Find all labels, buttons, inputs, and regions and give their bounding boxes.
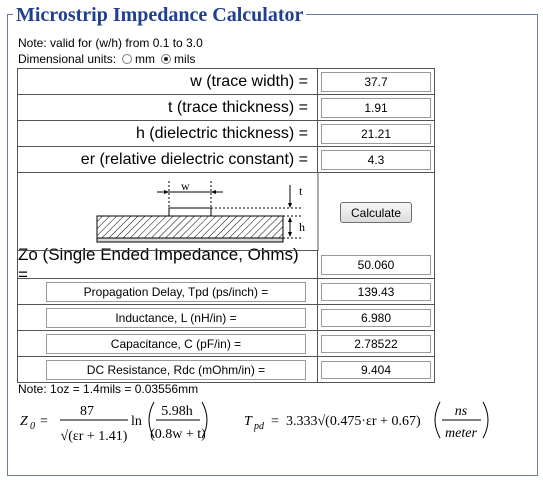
dielectric-height-input[interactable]: 21.21 xyxy=(321,123,431,144)
inductance-output: 6.980 xyxy=(321,308,431,327)
thickness-label: t (trace thickness) = xyxy=(18,95,318,120)
mils-radio[interactable] xyxy=(161,54,172,64)
thickness-input[interactable]: 1.91 xyxy=(321,97,431,118)
input-row-width: w (trace width) = 37.7 xyxy=(18,69,435,95)
ground-plane-shape xyxy=(96,237,284,243)
capacitance-label: Capacitance, C (pF/in) = xyxy=(46,333,306,354)
calculate-button[interactable]: Calculate xyxy=(340,202,412,223)
width-label: w (trace width) = xyxy=(18,69,318,94)
rdc-output: 9.404 xyxy=(321,360,431,379)
result-row-rdc: DC Resistance, Rdc (mOhm/in) = 9.404 xyxy=(18,357,435,383)
result-row-tpd: Propagation Delay, Tpd (ps/inch) = 139.4… xyxy=(18,279,435,305)
input-row-thickness: t (trace thickness) = 1.91 xyxy=(18,95,435,121)
page-title: Microstrip Impedance Calculator xyxy=(13,4,307,26)
result-row-inductance: Inductance, L (nH/in) = 6.980 xyxy=(18,305,435,331)
mils-radio-label[interactable]: mils xyxy=(174,52,196,66)
result-row-capacitance: Capacitance, C (pF/in) = 2.78522 xyxy=(18,331,435,357)
width-input[interactable]: 37.7 xyxy=(321,71,431,92)
zo-output: 50.060 xyxy=(321,254,431,275)
t-label: t xyxy=(299,184,303,198)
tpd-output: 139.43 xyxy=(321,282,431,301)
inductance-label: Inductance, L (nH/in) = xyxy=(46,307,306,328)
zo-label: Zo (Single Ended Impedance, Ohms) = xyxy=(18,245,318,284)
oz-note: Note: 1oz = 1.4mils = 0.03556mm xyxy=(18,382,199,396)
rdc-label: DC Resistance, Rdc (mOhm/in) = xyxy=(46,359,306,380)
er-label: er (relative dielectric constant) = xyxy=(18,147,318,172)
capacitance-output: 2.78522 xyxy=(321,334,431,353)
h-label: h xyxy=(299,220,305,234)
input-row-dielectric-height: h (dielectric thickness) = 21.21 xyxy=(18,121,435,147)
dielectric-shape xyxy=(96,215,284,239)
calculator-table: w (trace width) = 37.7 t (trace thicknes… xyxy=(17,68,435,383)
tpd-label: Propagation Delay, Tpd (ps/inch) = xyxy=(46,281,306,302)
er-input[interactable]: 4.3 xyxy=(321,149,431,170)
dielectric-height-label: h (dielectric thickness) = xyxy=(18,121,318,146)
input-row-er: er (relative dielectric constant) = 4.3 xyxy=(18,147,435,173)
trace-shape xyxy=(168,207,212,217)
microstrip-diagram: w t h xyxy=(18,173,435,251)
units-selector: Dimensional units: mm mils xyxy=(18,52,195,66)
validity-note: Note: valid for (w/h) from 0.1 to 3.0 xyxy=(18,36,203,50)
mm-radio[interactable] xyxy=(122,54,133,64)
units-label: Dimensional units: xyxy=(18,52,117,66)
zo-row: Zo (Single Ended Impedance, Ohms) = 50.0… xyxy=(18,245,435,284)
mm-radio-label[interactable]: mm xyxy=(135,52,156,66)
w-label: w xyxy=(181,179,190,193)
